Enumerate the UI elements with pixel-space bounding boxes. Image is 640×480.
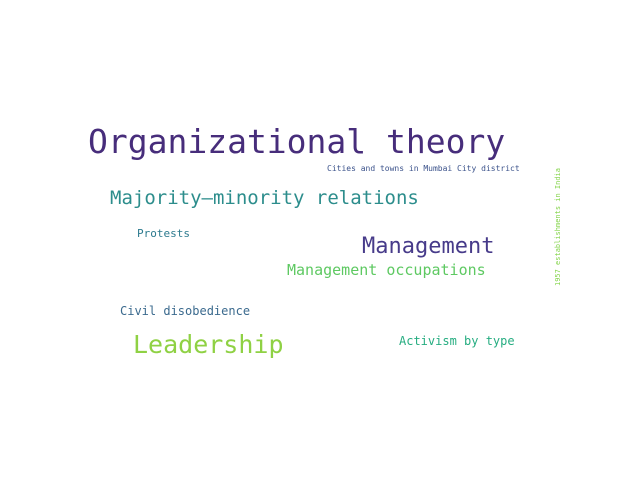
word-management-occupations: Management occupations <box>287 261 486 279</box>
word-leadership: Leadership <box>133 330 284 359</box>
word-civil-disobedience: Civil disobedience <box>120 304 251 318</box>
word-management: Management <box>362 234 495 259</box>
word-1957-establishments: 1957 establishments in India <box>554 168 562 287</box>
word-activism-by-type: Activism by type <box>399 334 515 348</box>
word-cities-and-towns: Cities and towns in Mumbai City district <box>327 164 520 173</box>
word-organizational-theory: Organizational theory <box>88 122 506 161</box>
word-majority-minority-relations: Majority–minority relations <box>110 187 419 209</box>
word-protests: Protests <box>137 227 190 240</box>
